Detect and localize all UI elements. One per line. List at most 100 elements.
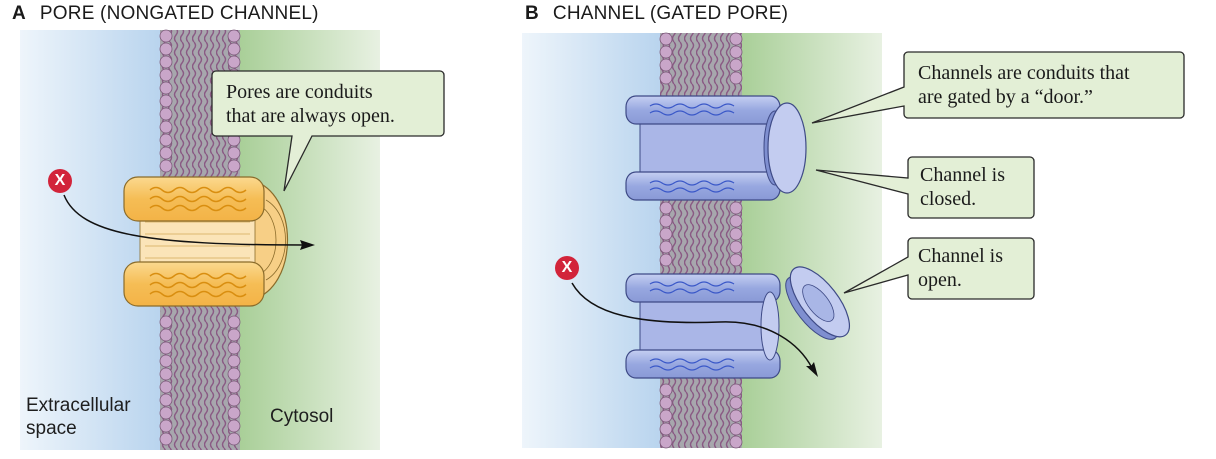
lipid-head bbox=[729, 214, 743, 228]
panel-a-title: A PORE (NONGATED CHANNEL) bbox=[12, 3, 319, 25]
extracellular-label-line2: space bbox=[26, 418, 77, 439]
lipid-head bbox=[159, 393, 173, 407]
lipid-head bbox=[227, 419, 241, 433]
lipid-head bbox=[227, 146, 241, 160]
lipid-head bbox=[659, 58, 673, 72]
cytosol-label: Cytosol bbox=[270, 406, 334, 427]
lipid-head bbox=[159, 42, 173, 56]
panel-a-flow-arrow bbox=[63, 194, 315, 250]
lipid-head bbox=[659, 409, 673, 423]
panel-a-title-text: PORE (NONGATED CHANNEL) bbox=[39, 3, 319, 24]
lipid-head bbox=[659, 32, 673, 46]
panel-b-callout-open-line1: Channel is bbox=[918, 245, 1003, 267]
lipid-head bbox=[159, 432, 173, 446]
lipid-head bbox=[729, 32, 743, 46]
lipid-head bbox=[729, 227, 743, 241]
panel-b-flow-arrow bbox=[571, 282, 818, 377]
lipid-head bbox=[227, 341, 241, 355]
panel-a-marker-x: X bbox=[54, 172, 66, 189]
extracellular-label: Extracellular space bbox=[26, 394, 131, 440]
lipid-head bbox=[659, 240, 673, 254]
lipid-head bbox=[159, 81, 173, 95]
panel-a-letter: A bbox=[12, 3, 26, 24]
lipid-head bbox=[729, 240, 743, 254]
panel-b-letter: B bbox=[525, 3, 539, 24]
lipid-head bbox=[227, 406, 241, 420]
lipid-head bbox=[227, 42, 241, 56]
lipid-head bbox=[159, 94, 173, 108]
lipid-head bbox=[729, 201, 743, 215]
lipid-head bbox=[659, 396, 673, 410]
extracellular-label-line1: Extracellular bbox=[26, 395, 131, 416]
lipid-head bbox=[729, 435, 743, 449]
lipid-head bbox=[659, 422, 673, 436]
panel-b-callout-open-text: Channel is open. bbox=[918, 244, 1003, 292]
lipid-head bbox=[729, 422, 743, 436]
panel-b-diagram bbox=[522, 32, 1185, 449]
panel-b-molecule-marker bbox=[555, 256, 579, 280]
lipid-head bbox=[159, 354, 173, 368]
pore-protein bbox=[123, 176, 288, 307]
lipid-head bbox=[659, 71, 673, 85]
closed-channel bbox=[625, 95, 807, 201]
panel-b-callout-top-line1: Channels are conduits that bbox=[918, 62, 1130, 84]
lipid-head bbox=[227, 432, 241, 446]
panel-b-marker-x: X bbox=[561, 259, 573, 276]
lipid-head bbox=[227, 29, 241, 43]
lipid-head bbox=[729, 71, 743, 85]
lipid-head bbox=[659, 435, 673, 449]
panel-b-callout-closed-line1: Channel is bbox=[920, 164, 1005, 186]
lipid-head bbox=[227, 55, 241, 69]
lipid-head bbox=[729, 45, 743, 59]
lipid-head bbox=[159, 328, 173, 342]
panel-b-callout-closed bbox=[815, 156, 1035, 219]
lipid-head bbox=[729, 409, 743, 423]
panel-a-molecule-marker bbox=[48, 169, 72, 193]
lipid-head bbox=[659, 214, 673, 228]
panel-b-callout-open bbox=[843, 237, 1035, 300]
lipid-head bbox=[729, 383, 743, 397]
lipid-head bbox=[729, 253, 743, 267]
panel-b-title: B CHANNEL (GATED PORE) bbox=[525, 3, 788, 25]
lipid-head bbox=[159, 29, 173, 43]
panel-a-callout-line1: Pores are conduits bbox=[226, 81, 373, 103]
lipid-head bbox=[227, 159, 241, 173]
panel-b-callout-closed-line2: closed. bbox=[920, 188, 977, 210]
lipid-head bbox=[159, 367, 173, 381]
open-channel bbox=[625, 266, 850, 379]
lipid-head bbox=[659, 383, 673, 397]
panel-b-callout-open-line2: open. bbox=[918, 269, 962, 291]
lipid-head bbox=[227, 367, 241, 381]
panel-a-lipid-heads bbox=[159, 29, 241, 446]
lipid-head bbox=[159, 133, 173, 147]
lipid-head bbox=[227, 380, 241, 394]
lipid-head bbox=[227, 328, 241, 342]
lipid-head bbox=[659, 227, 673, 241]
lipid-head bbox=[159, 380, 173, 394]
lipid-head bbox=[159, 68, 173, 82]
lipid-head bbox=[227, 393, 241, 407]
panel-a-callout-text: Pores are conduits that are always open. bbox=[226, 80, 395, 128]
lipid-head bbox=[159, 341, 173, 355]
lipid-head bbox=[159, 146, 173, 160]
lipid-head bbox=[159, 107, 173, 121]
lipid-head bbox=[159, 159, 173, 173]
lipid-head bbox=[159, 120, 173, 134]
lipid-head bbox=[159, 419, 173, 433]
lipid-head bbox=[659, 45, 673, 59]
lipid-head bbox=[659, 201, 673, 215]
panel-b-lipid-heads bbox=[659, 32, 743, 449]
panel-a-callout-line2: that are always open. bbox=[226, 105, 395, 127]
panel-b-title-text: CHANNEL (GATED PORE) bbox=[552, 3, 789, 24]
panel-a-callout-box bbox=[211, 70, 445, 192]
lipid-head bbox=[227, 315, 241, 329]
panel-a-diagram bbox=[20, 29, 445, 450]
lipid-head bbox=[159, 55, 173, 69]
panel-a-extracellular-region bbox=[20, 30, 160, 450]
lipid-head bbox=[159, 315, 173, 329]
lipid-head bbox=[729, 396, 743, 410]
lipid-head bbox=[729, 58, 743, 72]
panel-b-callout-top bbox=[811, 51, 1185, 124]
panel-b-membrane-bilayer bbox=[660, 33, 742, 448]
